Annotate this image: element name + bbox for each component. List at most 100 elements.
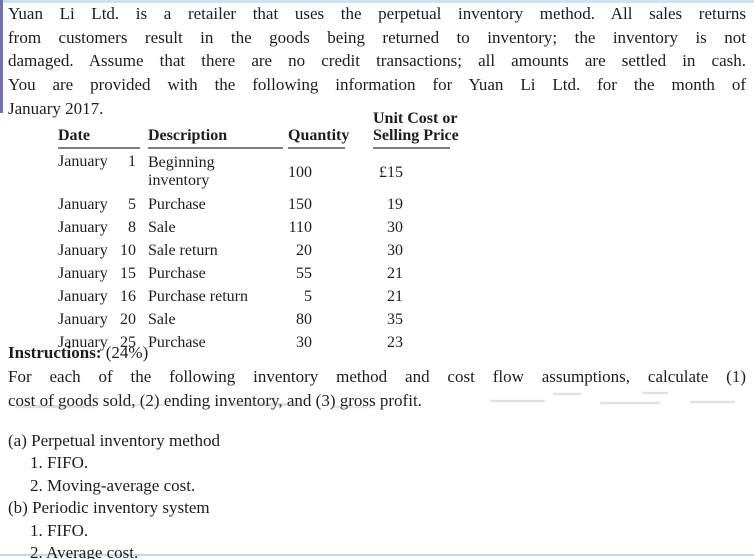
- instructions-heading: Instructions: (24%): [8, 341, 746, 365]
- requirement-item-b: (b) Periodic inventory system: [8, 498, 210, 518]
- day-label: 15: [120, 265, 136, 282]
- requirement-item-a: (a) Perpetual inventory method: [8, 431, 220, 450]
- top-edge-line: [0, 0, 754, 3]
- description-cell: Purchase: [148, 196, 206, 213]
- description-cell: Purchase: [148, 334, 206, 351]
- date-cell: January 1: [58, 151, 136, 172]
- description-cell: Sale: [148, 311, 176, 328]
- description-cell: Purchase: [148, 265, 206, 282]
- paragraph-line: Yuan Li Ltd. is a retailer that uses the…: [8, 4, 746, 23]
- header-label: Date: [58, 126, 90, 144]
- month-label: January: [58, 219, 108, 236]
- month-label: January: [58, 242, 108, 259]
- quantity-cell: 100: [288, 163, 312, 181]
- day-label: 8: [128, 219, 136, 236]
- table-row: January 5 Purchase 150 19: [58, 194, 483, 216]
- month-label: January: [58, 288, 108, 305]
- paragraph-line: damaged. Assume that there are no credit…: [8, 51, 746, 71]
- date-cell: January 10: [58, 240, 136, 261]
- requirement-item-a1: 1. FIFO.: [30, 453, 89, 473]
- table-row: January 1 Beginning inventory 100 £15: [58, 151, 483, 193]
- date-cell: January 20: [58, 309, 136, 330]
- requirement-item-b2: 2. Average cost.: [30, 542, 139, 559]
- table-row: January 10 Sale return 20 30: [58, 240, 483, 262]
- price-cell: 30: [387, 219, 403, 236]
- description-cell: Beginning inventory: [148, 154, 215, 189]
- day-label: 5: [128, 196, 136, 213]
- quantity-cell: 80: [296, 311, 312, 328]
- smudge-mark: [15, 405, 95, 408]
- requirements-list: (a) Perpetual inventory method 1. FIFO. …: [8, 430, 220, 559]
- description-cell: Sale return: [148, 242, 218, 259]
- smudge-mark: [553, 393, 581, 395]
- paragraph-line: January 2017.: [8, 98, 104, 118]
- day-label: 1: [128, 153, 136, 170]
- price-cell: 21: [387, 288, 403, 305]
- quantity-cell: 55: [296, 265, 312, 282]
- column-header-unit-cost: Unit Cost or Selling Price: [373, 110, 483, 149]
- requirement-item-a2: 2. Moving-average cost.: [30, 475, 196, 495]
- month-label: January: [58, 334, 108, 351]
- smudge-mark: [228, 403, 300, 406]
- quantity-cell: 5: [304, 288, 312, 305]
- instructions-line: For each of the following inventory meth…: [8, 367, 746, 386]
- column-header-description: Description: [148, 111, 288, 149]
- table-row: January 8 Sale 110 30: [58, 217, 483, 239]
- month-label: January: [58, 311, 108, 328]
- left-edge-line: [0, 0, 3, 113]
- smudge-mark: [600, 402, 660, 404]
- header-underline: [288, 147, 345, 149]
- price-cell: 35: [387, 311, 403, 328]
- description-cell: Sale: [148, 219, 176, 236]
- header-label: Quantity: [288, 126, 350, 144]
- header-label: Description: [148, 126, 228, 144]
- header-label: Selling Price: [373, 126, 459, 144]
- table-row: January 16 Purchase return 5 21: [58, 286, 483, 308]
- table-row: January 25 Purchase 30 23: [58, 332, 483, 354]
- date-cell: January 5: [58, 194, 136, 215]
- smudge-mark: [115, 404, 165, 406]
- smudge-mark: [642, 392, 668, 394]
- price-cell: 30: [387, 242, 403, 259]
- price-cell: 21: [387, 265, 403, 282]
- date-cell: January 16: [58, 286, 136, 307]
- date-cell: January 15: [58, 263, 136, 284]
- instructions-label: Instructions:: [8, 343, 102, 362]
- smudge-mark: [332, 406, 372, 408]
- instructions-weight: (24%): [101, 343, 149, 362]
- quantity-cell: 150: [288, 196, 312, 213]
- table-row: January 20 Sale 80 35: [58, 309, 483, 331]
- day-label: 16: [120, 288, 136, 305]
- description-cell: Purchase return: [148, 288, 248, 305]
- header-underline: [148, 147, 283, 149]
- header-label: Unit Cost or: [373, 110, 458, 127]
- day-label: 25: [120, 334, 136, 351]
- header-underline: [58, 147, 140, 149]
- column-header-date: Date: [58, 111, 148, 149]
- paragraph-line: You are provided with the following info…: [8, 75, 746, 95]
- month-label: January: [58, 265, 108, 282]
- day-label: 10: [120, 242, 136, 259]
- quantity-cell: 20: [296, 242, 312, 259]
- bottom-edge-line: [0, 554, 754, 556]
- quantity-cell: 110: [288, 219, 312, 236]
- requirement-item-b1: 1. FIFO.: [30, 520, 89, 540]
- instructions-line: cost of goods sold, (2) ending inventory…: [8, 390, 422, 410]
- inventory-table: Date Description Quantity Unit Cost or S…: [58, 110, 483, 354]
- date-cell: January 25: [58, 332, 136, 353]
- table-row: January 15 Purchase 55 21: [58, 263, 483, 285]
- month-label: January: [58, 196, 108, 213]
- day-label: 20: [120, 311, 136, 328]
- date-cell: January 8: [58, 217, 136, 238]
- quantity-cell: 30: [296, 334, 312, 351]
- header-underline: [373, 147, 450, 149]
- smudge-mark: [690, 401, 735, 403]
- instructions-section: Instructions: (24%) For each of the foll…: [8, 341, 746, 413]
- month-label: January: [58, 153, 108, 170]
- price-cell: £15: [379, 163, 403, 181]
- intro-paragraph: Yuan Li Ltd. is a retailer that uses the…: [8, 2, 746, 121]
- price-cell: 19: [387, 196, 403, 213]
- table-header-row: Date Description Quantity Unit Cost or S…: [58, 110, 483, 149]
- smudge-mark: [490, 400, 545, 402]
